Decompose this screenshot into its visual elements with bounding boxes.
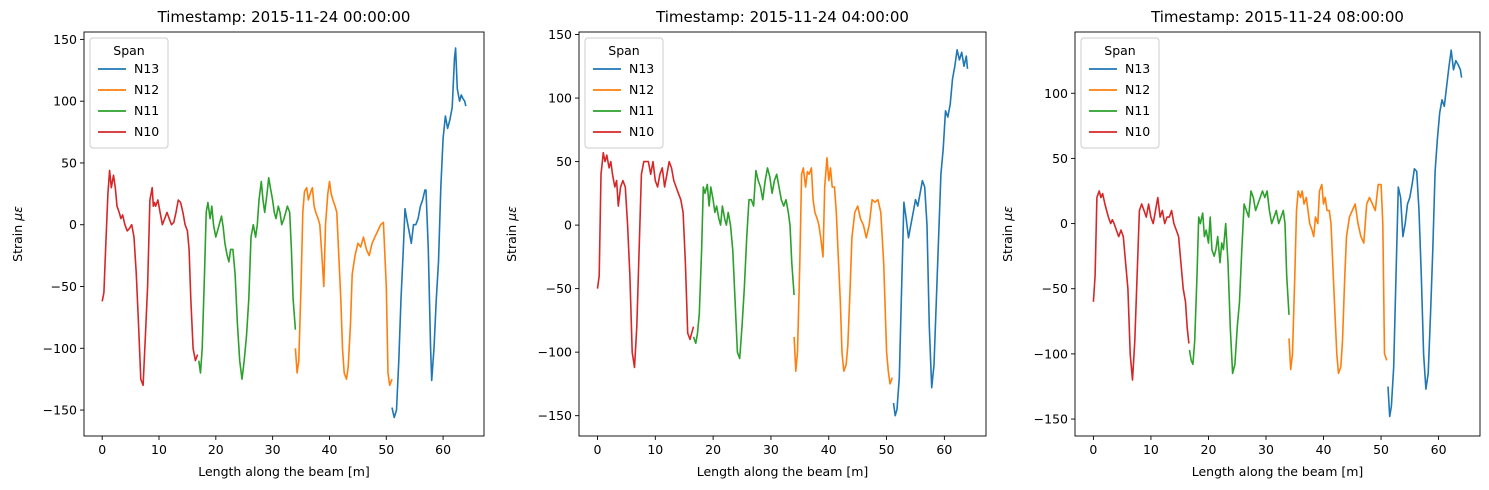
x-tick-label: 10 (647, 442, 663, 457)
y-tick-label: −100 (538, 345, 572, 360)
y-tick-label: 0 (69, 217, 77, 232)
y-tick-label: −100 (43, 341, 77, 356)
x-tick-label: 0 (98, 442, 106, 457)
axes-frame (1074, 31, 1481, 437)
legend-title: Span (113, 43, 144, 58)
axes-frame (83, 31, 485, 437)
legend-label-n13: N13 (1125, 61, 1150, 76)
y-tick-label: 100 (548, 91, 572, 106)
x-tick-label: 60 (936, 442, 952, 457)
legend-title: Span (1104, 43, 1135, 58)
x-tick-label: 0 (594, 442, 602, 457)
series-line-n12 (793, 157, 894, 385)
y-tick-label: 150 (548, 27, 572, 42)
x-tick-label: 30 (265, 442, 281, 457)
x-tick-label: 50 (1373, 442, 1389, 457)
x-tick-label: 50 (879, 442, 895, 457)
legend-label-n11: N11 (1125, 103, 1150, 118)
legend-label-n10: N10 (629, 124, 654, 139)
legend-label-n11: N11 (629, 103, 654, 118)
y-axis-label-unit: με (504, 206, 519, 222)
x-tick-label: 10 (151, 442, 167, 457)
series-line-n10 (596, 151, 695, 369)
y-tick-label: −150 (1034, 412, 1068, 427)
x-axis-label: Length along the beam [m] (1192, 464, 1364, 479)
chart-title: Timestamp: 2015-11-24 04:00:00 (655, 8, 909, 26)
x-tick-label: 60 (1431, 442, 1447, 457)
y-tick-label: −50 (51, 279, 77, 294)
y-tick-label: 50 (61, 155, 77, 170)
legend-label-n10: N10 (134, 124, 159, 139)
series-line-n11 (692, 167, 795, 360)
x-tick-label: 20 (1201, 442, 1217, 457)
y-tick-label: 0 (1060, 216, 1068, 231)
legend-box (1080, 37, 1160, 149)
x-tick-label: 60 (435, 442, 451, 457)
series-group (596, 49, 969, 417)
y-tick-label: 50 (556, 154, 572, 169)
x-tick-label: 30 (763, 442, 779, 457)
series-group (101, 47, 467, 419)
legend-title: Span (608, 43, 639, 58)
series-line-n13 (391, 47, 467, 419)
x-tick-label: 20 (705, 442, 721, 457)
x-tick-label: 50 (378, 442, 394, 457)
y-tick-label: 100 (53, 94, 77, 109)
series-line-n10 (101, 169, 199, 387)
y-tick-label: 50 (1052, 151, 1068, 166)
legend-label-n11: N11 (134, 103, 159, 118)
series-line-n13 (1387, 49, 1463, 418)
series-line-n13 (892, 49, 969, 417)
legend-box (89, 37, 169, 149)
series-line-n11 (1188, 190, 1290, 375)
series-line-n12 (294, 180, 393, 387)
y-axis-label-unit: με (1000, 206, 1015, 222)
y-tick-label: −50 (1042, 281, 1068, 296)
x-tick-label: 40 (821, 442, 837, 457)
x-tick-label: 40 (1316, 442, 1332, 457)
series-group (1092, 49, 1463, 418)
axes-frame (578, 31, 987, 437)
x-tick-label: 30 (1258, 442, 1274, 457)
legend-box (584, 37, 664, 149)
x-tick-label: 0 (1089, 442, 1097, 457)
x-axis-label: Length along the beam [m] (697, 464, 869, 479)
x-tick-label: 40 (322, 442, 338, 457)
y-axis-label-unit: με (10, 206, 25, 222)
y-axis-label: Strain με (504, 206, 519, 262)
legend-label-n12: N12 (629, 82, 654, 97)
series-line-n11 (198, 177, 297, 380)
y-axis-label: Strain με (10, 206, 25, 262)
legend-label-n12: N12 (1125, 82, 1150, 97)
chart-panel-3: Timestamp: 2015-11-24 08:00:00 0 10 20 30 40 5… (1000, 8, 1481, 479)
legend-label-n10: N10 (1125, 124, 1150, 139)
chart-title: Timestamp: 2015-11-24 08:00:00 (1150, 8, 1404, 26)
chart-panel-2: Timestamp: 2015-11-24 04:00:00 0 10 20 30 40 5… (504, 8, 987, 479)
y-tick-label: 150 (53, 32, 77, 47)
x-tick-label: 10 (1143, 442, 1159, 457)
x-axis-label: Length along the beam [m] (198, 464, 370, 479)
y-tick-label: −150 (538, 408, 572, 423)
y-tick-label: −150 (43, 403, 77, 418)
chart-title: Timestamp: 2015-11-24 00:00:00 (157, 8, 411, 26)
y-tick-label: 100 (1044, 86, 1068, 101)
legend-label-n13: N13 (134, 61, 159, 76)
series-line-n10 (1092, 190, 1190, 381)
series-line-n12 (1288, 183, 1388, 375)
y-tick-label: −100 (1034, 346, 1068, 361)
y-tick-label: 0 (564, 218, 572, 233)
legend-label-n12: N12 (134, 82, 159, 97)
legend-label-n13: N13 (629, 61, 654, 76)
y-tick-label: −50 (546, 281, 572, 296)
y-axis-label: Strain με (1000, 206, 1015, 262)
chart-panel-1: Timestamp: 2015-11-24 00:00:00 0 10 20 30 40 5… (10, 8, 485, 479)
x-tick-label: 20 (208, 442, 224, 457)
